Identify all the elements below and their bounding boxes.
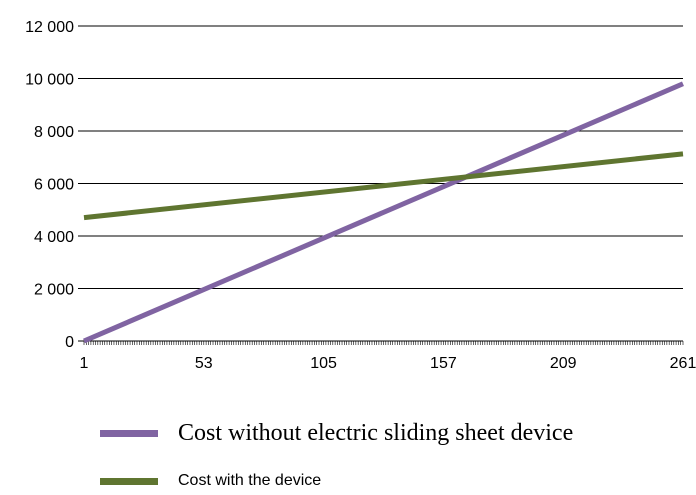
y-tick-label-1: 2 000: [34, 282, 74, 299]
x-tick-label-0: 1: [80, 355, 89, 372]
gridlines: [84, 25, 683, 289]
y-tick-label-4: 8 000: [34, 124, 74, 141]
x-tick-label-1: 53: [195, 355, 213, 372]
y-tick-label-2: 4 000: [34, 229, 74, 246]
x-tick-label-5: 261: [670, 355, 696, 372]
x-tick-label-3: 157: [430, 355, 457, 372]
legend-item-series-2: Cost with the device: [100, 472, 696, 490]
x-tick-label-4: 209: [550, 355, 577, 372]
series-line-1: [83, 81, 684, 344]
series-lines: [83, 81, 684, 344]
x-axis: 1 53 105 157 209 261: [80, 340, 696, 372]
series-line-2: [83, 151, 684, 221]
legend-swatch-series-2: [100, 477, 158, 485]
legend-item-series-1: Cost without electric sliding sheet devi…: [100, 420, 696, 447]
legend-label-series-1: Cost without electric sliding sheet devi…: [178, 420, 574, 446]
legend-label-series-2: Cost with the device: [178, 472, 322, 489]
x-tick-label-2: 105: [310, 355, 337, 372]
y-tick-label-6: 12 000: [25, 19, 74, 36]
y-tick-label-0: 0: [65, 334, 74, 351]
legend-swatch-series-1: [100, 430, 158, 437]
y-tick-label-5: 10 000: [25, 72, 74, 89]
y-axis: 0 2 000 4 000 6 000 8 000 10 000 12 000: [25, 19, 84, 351]
line-chart: 0 2 000 4 000 6 000 8 000 10 000 12 000 1 53 105…: [25, 19, 696, 372]
y-tick-label-3: 6 000: [34, 177, 74, 194]
